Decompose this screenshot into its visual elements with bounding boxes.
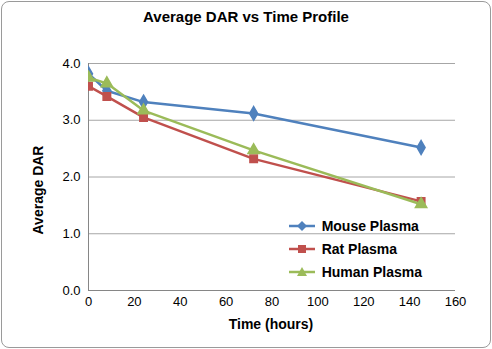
svg-text:2.0: 2.0: [62, 169, 80, 184]
svg-text:3.0: 3.0: [62, 112, 80, 127]
svg-text:60: 60: [219, 294, 233, 309]
html-text:Time (hours): Time (hours): [228, 316, 314, 332]
svg-text:140: 140: [399, 294, 421, 309]
svg-text:100: 100: [307, 294, 329, 309]
svg-text:4.0: 4.0: [62, 56, 80, 71]
svg-text:0.0: 0.0: [62, 283, 80, 298]
svg-text:1.0: 1.0: [62, 226, 80, 241]
svg-text:40: 40: [173, 294, 187, 309]
svg-text:80: 80: [265, 294, 279, 309]
html-text:Mouse Plasma: Mouse Plasma: [321, 217, 419, 234]
html-text:Average DAR vs Time Profile: Average DAR vs Time Profile: [143, 8, 349, 25]
html-text:Average DAR: Average DAR: [30, 145, 46, 235]
svg-text:160: 160: [445, 294, 467, 309]
html-text:Human Plasma: Human Plasma: [321, 263, 422, 280]
svg-text:20: 20: [127, 294, 141, 309]
html-text:Rat Plasma: Rat Plasma: [321, 240, 398, 257]
svg-text:0: 0: [85, 294, 92, 309]
svg-text:120: 120: [353, 294, 375, 309]
